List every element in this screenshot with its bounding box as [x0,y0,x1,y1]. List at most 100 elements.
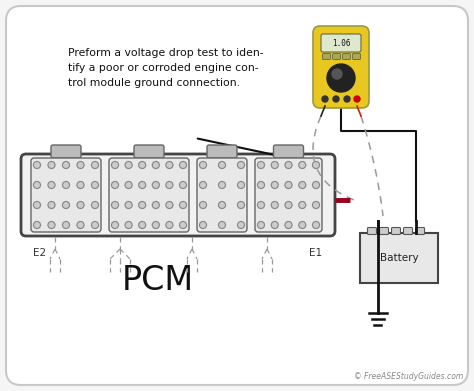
Circle shape [312,181,319,188]
Text: 1.06: 1.06 [332,38,350,47]
Circle shape [200,201,207,208]
Text: © FreeASEStudyGuides.com: © FreeASEStudyGuides.com [354,372,463,381]
FancyBboxPatch shape [255,158,322,232]
FancyBboxPatch shape [207,145,237,158]
Circle shape [125,201,132,208]
Circle shape [312,221,319,228]
Circle shape [257,221,264,228]
Circle shape [200,221,207,228]
FancyBboxPatch shape [273,145,303,158]
Circle shape [77,221,84,228]
FancyBboxPatch shape [109,158,189,232]
Circle shape [322,96,328,102]
Circle shape [180,221,186,228]
Circle shape [312,161,319,169]
Circle shape [312,201,319,208]
Circle shape [237,181,245,188]
Circle shape [285,181,292,188]
Circle shape [63,181,70,188]
FancyBboxPatch shape [197,158,247,232]
Circle shape [34,221,40,228]
Circle shape [63,161,70,169]
Circle shape [34,181,40,188]
Circle shape [152,221,159,228]
Circle shape [237,221,245,228]
Circle shape [200,181,207,188]
Circle shape [166,161,173,169]
FancyBboxPatch shape [343,54,350,59]
Circle shape [91,161,99,169]
Circle shape [257,161,264,169]
Circle shape [111,221,118,228]
Circle shape [139,221,146,228]
FancyBboxPatch shape [51,145,81,158]
Circle shape [271,161,278,169]
Text: E1: E1 [310,248,323,258]
Circle shape [125,181,132,188]
Circle shape [299,201,306,208]
Circle shape [125,161,132,169]
FancyBboxPatch shape [416,228,425,235]
Circle shape [48,161,55,169]
Circle shape [34,161,40,169]
Circle shape [139,181,146,188]
FancyBboxPatch shape [403,228,412,235]
Text: Battery: Battery [380,253,419,263]
Circle shape [139,201,146,208]
FancyBboxPatch shape [380,228,389,235]
Text: E2: E2 [34,248,46,258]
Circle shape [219,161,226,169]
FancyBboxPatch shape [21,154,335,236]
Circle shape [48,221,55,228]
Circle shape [152,181,159,188]
Circle shape [332,69,342,79]
Circle shape [166,221,173,228]
Circle shape [63,221,70,228]
Circle shape [111,181,118,188]
FancyBboxPatch shape [360,233,438,283]
Circle shape [91,221,99,228]
Circle shape [180,181,186,188]
Circle shape [285,221,292,228]
Circle shape [271,221,278,228]
Circle shape [77,201,84,208]
Circle shape [111,201,118,208]
Circle shape [166,201,173,208]
FancyBboxPatch shape [367,228,376,235]
Circle shape [200,161,207,169]
Circle shape [180,161,186,169]
FancyBboxPatch shape [313,26,369,108]
FancyBboxPatch shape [321,34,361,52]
Circle shape [152,161,159,169]
Circle shape [111,161,118,169]
FancyBboxPatch shape [31,158,101,232]
Circle shape [91,201,99,208]
Circle shape [48,201,55,208]
Text: PCM: PCM [122,264,194,296]
Circle shape [139,161,146,169]
Circle shape [34,201,40,208]
Circle shape [327,64,355,92]
Circle shape [285,201,292,208]
Circle shape [237,161,245,169]
Circle shape [333,96,339,102]
Circle shape [299,221,306,228]
Circle shape [257,181,264,188]
FancyBboxPatch shape [322,54,330,59]
Circle shape [63,201,70,208]
Circle shape [271,181,278,188]
Circle shape [299,181,306,188]
Circle shape [285,161,292,169]
Circle shape [237,201,245,208]
Circle shape [299,161,306,169]
Circle shape [166,181,173,188]
Circle shape [344,96,350,102]
Circle shape [48,181,55,188]
Circle shape [91,181,99,188]
Circle shape [257,201,264,208]
Circle shape [354,96,360,102]
FancyBboxPatch shape [353,54,361,59]
FancyBboxPatch shape [134,145,164,158]
Circle shape [152,201,159,208]
Circle shape [77,161,84,169]
